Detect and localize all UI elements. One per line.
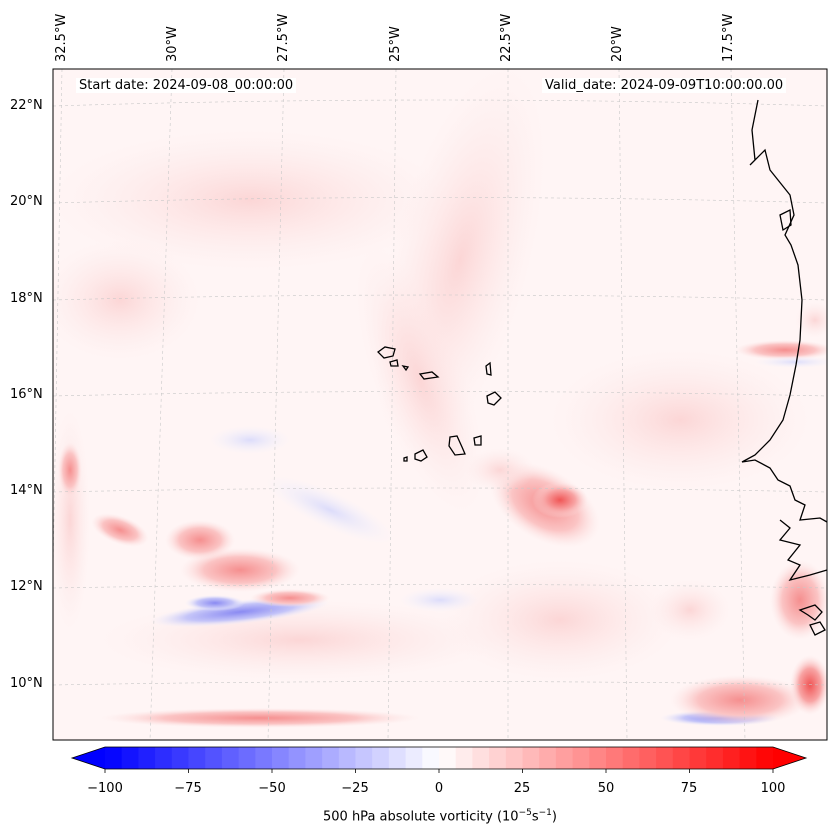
colorbar-segment [405, 747, 423, 769]
colorbar-min-arrow [72, 747, 105, 769]
colorbar-segment [739, 747, 757, 769]
colorbar-segment [439, 747, 457, 769]
colorbar-segment [522, 747, 540, 769]
colorbar-segment [589, 747, 607, 769]
colorbar-segment [756, 747, 774, 769]
colorbar-segment [555, 747, 574, 769]
colorbar-segment [255, 747, 273, 769]
valid-date-label: Valid_date: 2024-09-09T10:00:00.00 [542, 78, 787, 93]
colorbar-segment [338, 747, 357, 769]
colorbar-segment [221, 747, 240, 769]
colorbar-segment [288, 747, 306, 769]
colorbar-segment [606, 747, 624, 769]
lat-label: 18°N [10, 291, 43, 306]
colorbar-segment [305, 747, 323, 769]
map-frame [52, 68, 828, 741]
colorbar-segment [422, 747, 440, 769]
lat-label: 22°N [10, 98, 43, 113]
colorbar-segment [205, 747, 223, 769]
start-date-label: Start date: 2024-09-08_00:00:00 [76, 78, 297, 93]
colorbar [70, 746, 808, 773]
colorbar-tick: 100 [760, 781, 786, 796]
colorbar-tick: −50 [258, 781, 286, 796]
colorbar-segment [672, 747, 691, 769]
colorbar-segment [355, 747, 373, 769]
cape-verde-islands [376, 346, 502, 462]
lat-label: 20°N [10, 194, 43, 209]
colorbar-segment [121, 747, 139, 769]
colorbar-segment [105, 747, 123, 769]
colorbar-tick: 50 [597, 781, 615, 796]
colorbar-segment [639, 747, 657, 769]
colorbar-segment [171, 747, 190, 769]
colorbar-tick: −25 [341, 781, 369, 796]
colorbar-label: 500 hPa absolute vorticity (10−5s−1) [323, 808, 557, 825]
colorbar-segment [689, 747, 707, 769]
colorbar-tick: −75 [174, 781, 202, 796]
coastline [741, 99, 828, 636]
colorbar-tick: 25 [513, 781, 531, 796]
colorbar-segment [388, 747, 407, 769]
colorbar-tick: 75 [680, 781, 698, 796]
colorbar-segment [489, 747, 507, 769]
colorbar-segment [539, 747, 557, 769]
colorbar-segment [188, 747, 206, 769]
lat-label: 12°N [10, 579, 43, 594]
colorbar-max-arrow [773, 747, 806, 769]
colorbar-segment [238, 747, 256, 769]
colorbar-segment [322, 747, 340, 769]
colorbar-segment [505, 747, 524, 769]
colorbar-segment [372, 747, 390, 769]
colorbar-segment [722, 747, 741, 769]
colorbar-segment [656, 747, 674, 769]
colorbar-segment [138, 747, 156, 769]
colorbar-segment [472, 747, 490, 769]
colorbar-segment [706, 747, 724, 769]
colorbar-segment [455, 747, 473, 769]
colorbar-segment [272, 747, 290, 769]
graticule [53, 69, 827, 740]
lat-label: 16°N [10, 387, 43, 402]
vorticity-field [53, 69, 827, 740]
lat-label: 10°N [10, 676, 43, 691]
colorbar-segment [572, 747, 590, 769]
colorbar-segment [155, 747, 173, 769]
colorbar-segment [622, 747, 640, 769]
lat-label: 14°N [10, 483, 43, 498]
colorbar-tick: 0 [434, 781, 444, 796]
colorbar-tick: −100 [87, 781, 123, 796]
